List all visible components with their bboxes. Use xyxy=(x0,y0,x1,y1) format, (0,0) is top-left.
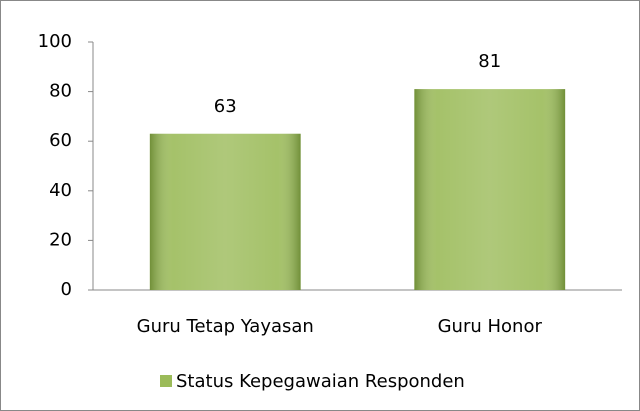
y-tick-label: 80 xyxy=(49,81,72,102)
data-label: 63 xyxy=(214,96,237,117)
y-tick-label: 20 xyxy=(49,229,72,250)
y-tick-label: 100 xyxy=(38,31,72,52)
y-tick-label: 60 xyxy=(49,130,72,151)
bar-shade xyxy=(149,133,301,290)
data-label: 81 xyxy=(478,51,501,72)
x-tick-label: Guru Tetap Yayasan xyxy=(137,316,314,337)
x-tick-label: Guru Honor xyxy=(438,316,543,337)
y-tick-label: 40 xyxy=(49,180,72,201)
bar-shade xyxy=(414,89,566,291)
y-tick-label: 0 xyxy=(61,279,72,300)
legend-label: Status Kepegawaian Responden xyxy=(176,371,465,392)
legend-swatch xyxy=(160,375,172,387)
